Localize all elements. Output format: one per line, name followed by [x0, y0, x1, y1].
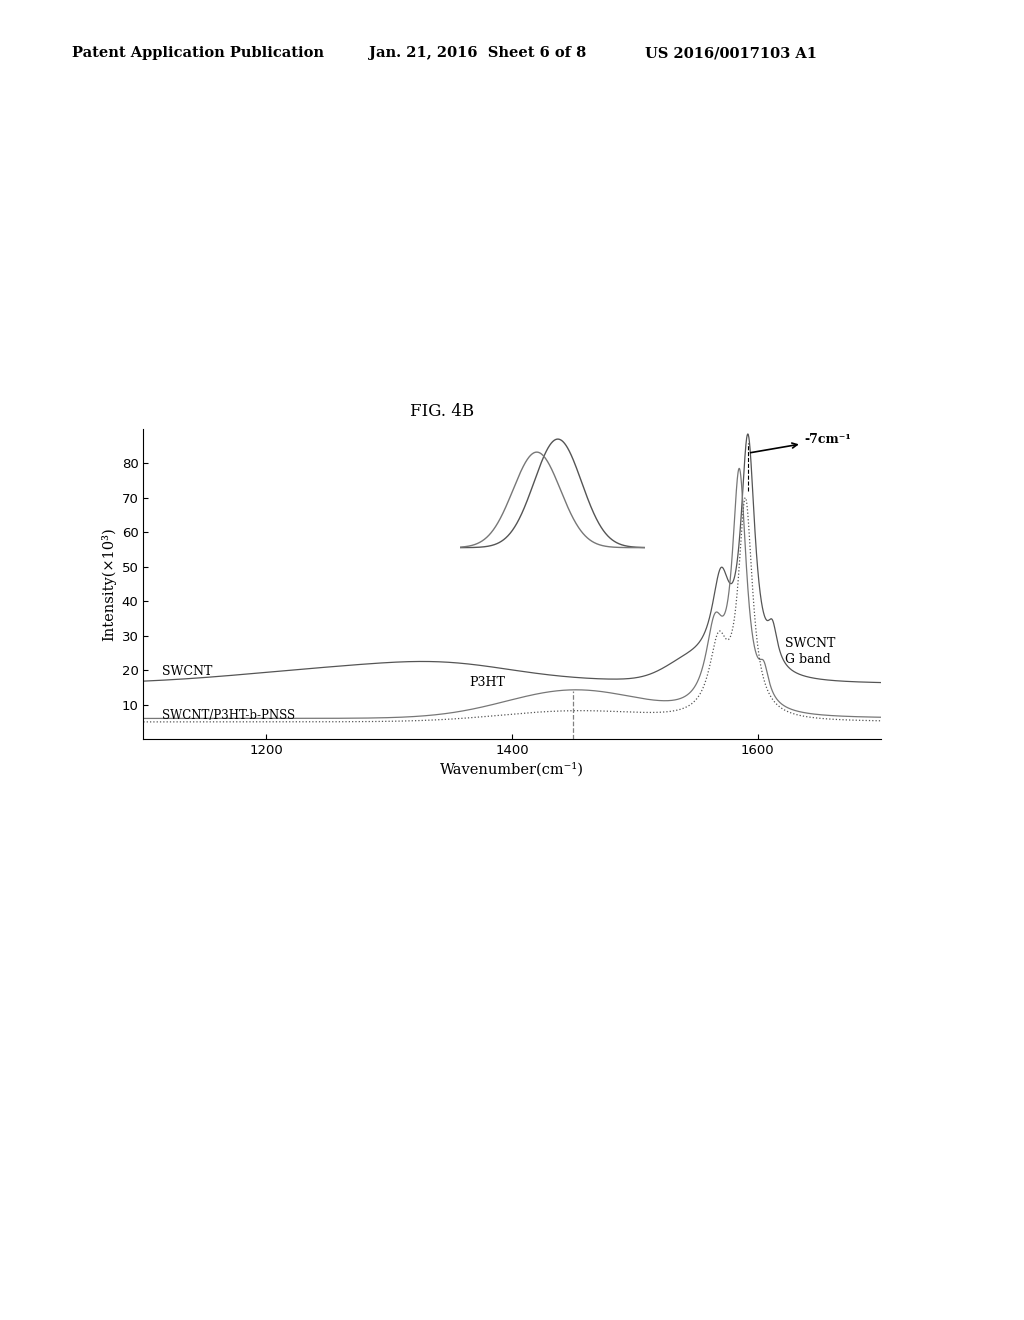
Text: Patent Application Publication: Patent Application Publication: [72, 46, 324, 61]
Text: Jan. 21, 2016  Sheet 6 of 8: Jan. 21, 2016 Sheet 6 of 8: [369, 46, 586, 61]
Text: US 2016/0017103 A1: US 2016/0017103 A1: [645, 46, 817, 61]
Text: -7cm⁻¹: -7cm⁻¹: [751, 433, 851, 453]
Text: SWCNT: SWCNT: [162, 665, 212, 678]
X-axis label: Wavenumber(cm⁻¹): Wavenumber(cm⁻¹): [440, 763, 584, 777]
Text: SWCNT
G band: SWCNT G band: [784, 638, 836, 667]
Text: FIG. 4B: FIG. 4B: [410, 403, 474, 420]
Text: SWCNT/P3HT-b-PNSS: SWCNT/P3HT-b-PNSS: [162, 709, 295, 722]
Y-axis label: Intensity(×10³): Intensity(×10³): [101, 527, 116, 642]
Text: P3HT: P3HT: [469, 676, 505, 689]
